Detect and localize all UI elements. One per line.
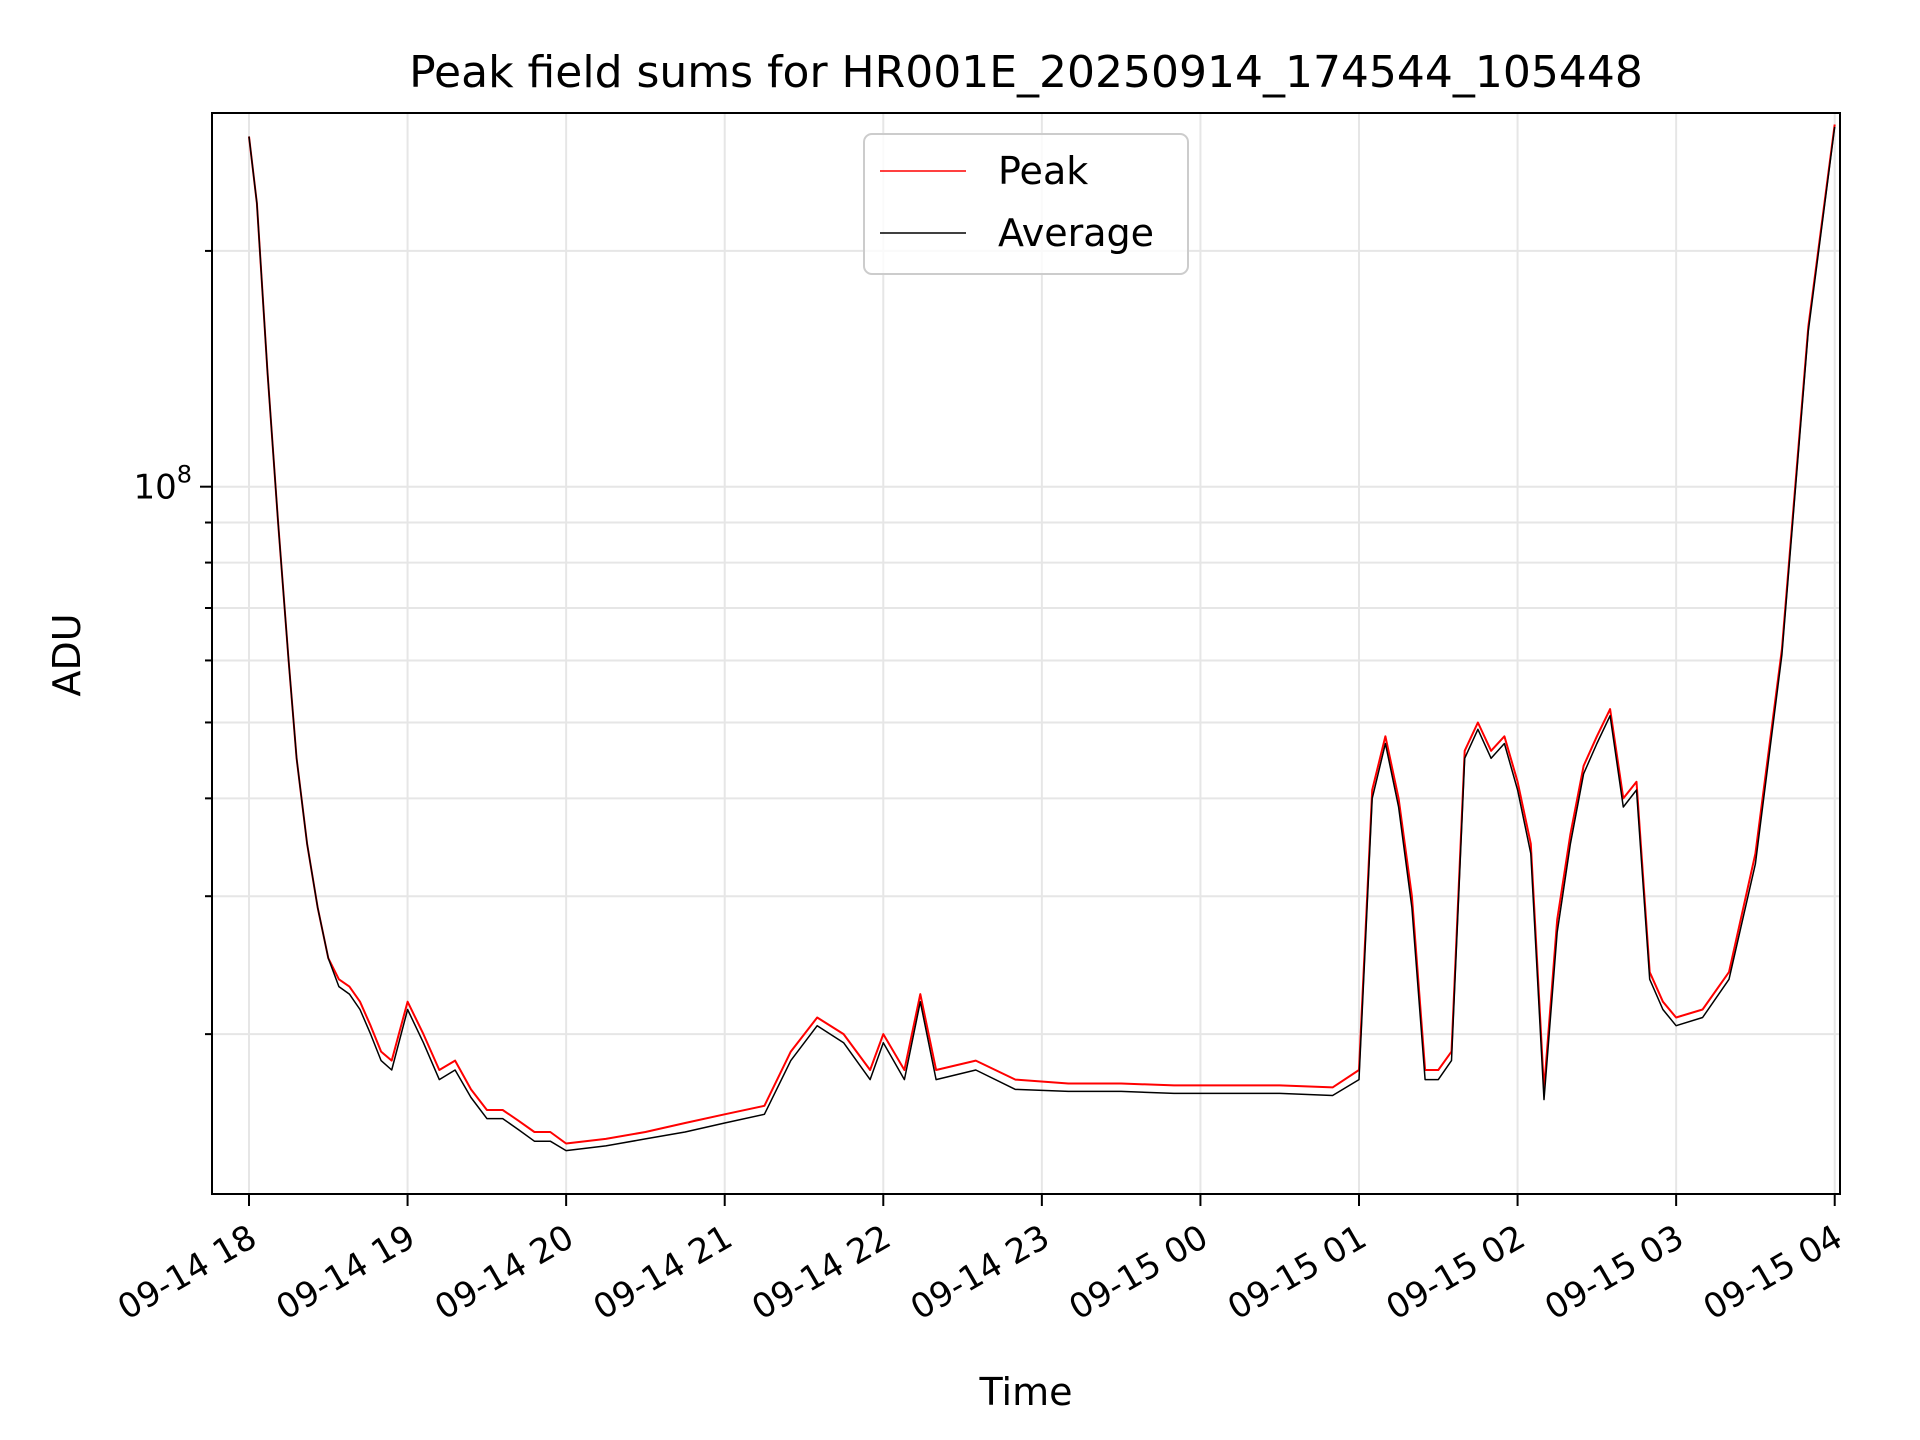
x-axis-label: Time bbox=[979, 1370, 1073, 1414]
series-line-peak bbox=[248, 124, 1836, 1145]
y-axis-ticks: 108 bbox=[133, 249, 212, 1036]
y-tick-label: 108 bbox=[133, 461, 192, 508]
legend-label-average: Average bbox=[998, 211, 1154, 255]
legend-label-peak: Peak bbox=[998, 149, 1088, 193]
legend: Peak Average bbox=[863, 133, 1189, 275]
series-line-average bbox=[248, 126, 1836, 1152]
legend-box bbox=[863, 133, 1189, 275]
plot-frame bbox=[211, 112, 1841, 1195]
chart-title: Peak field sums for HR001E_20250914_1745… bbox=[409, 47, 1643, 98]
y-axis-label: ADU bbox=[45, 613, 89, 696]
series-lines bbox=[248, 124, 1836, 1152]
grid bbox=[212, 113, 1840, 1194]
